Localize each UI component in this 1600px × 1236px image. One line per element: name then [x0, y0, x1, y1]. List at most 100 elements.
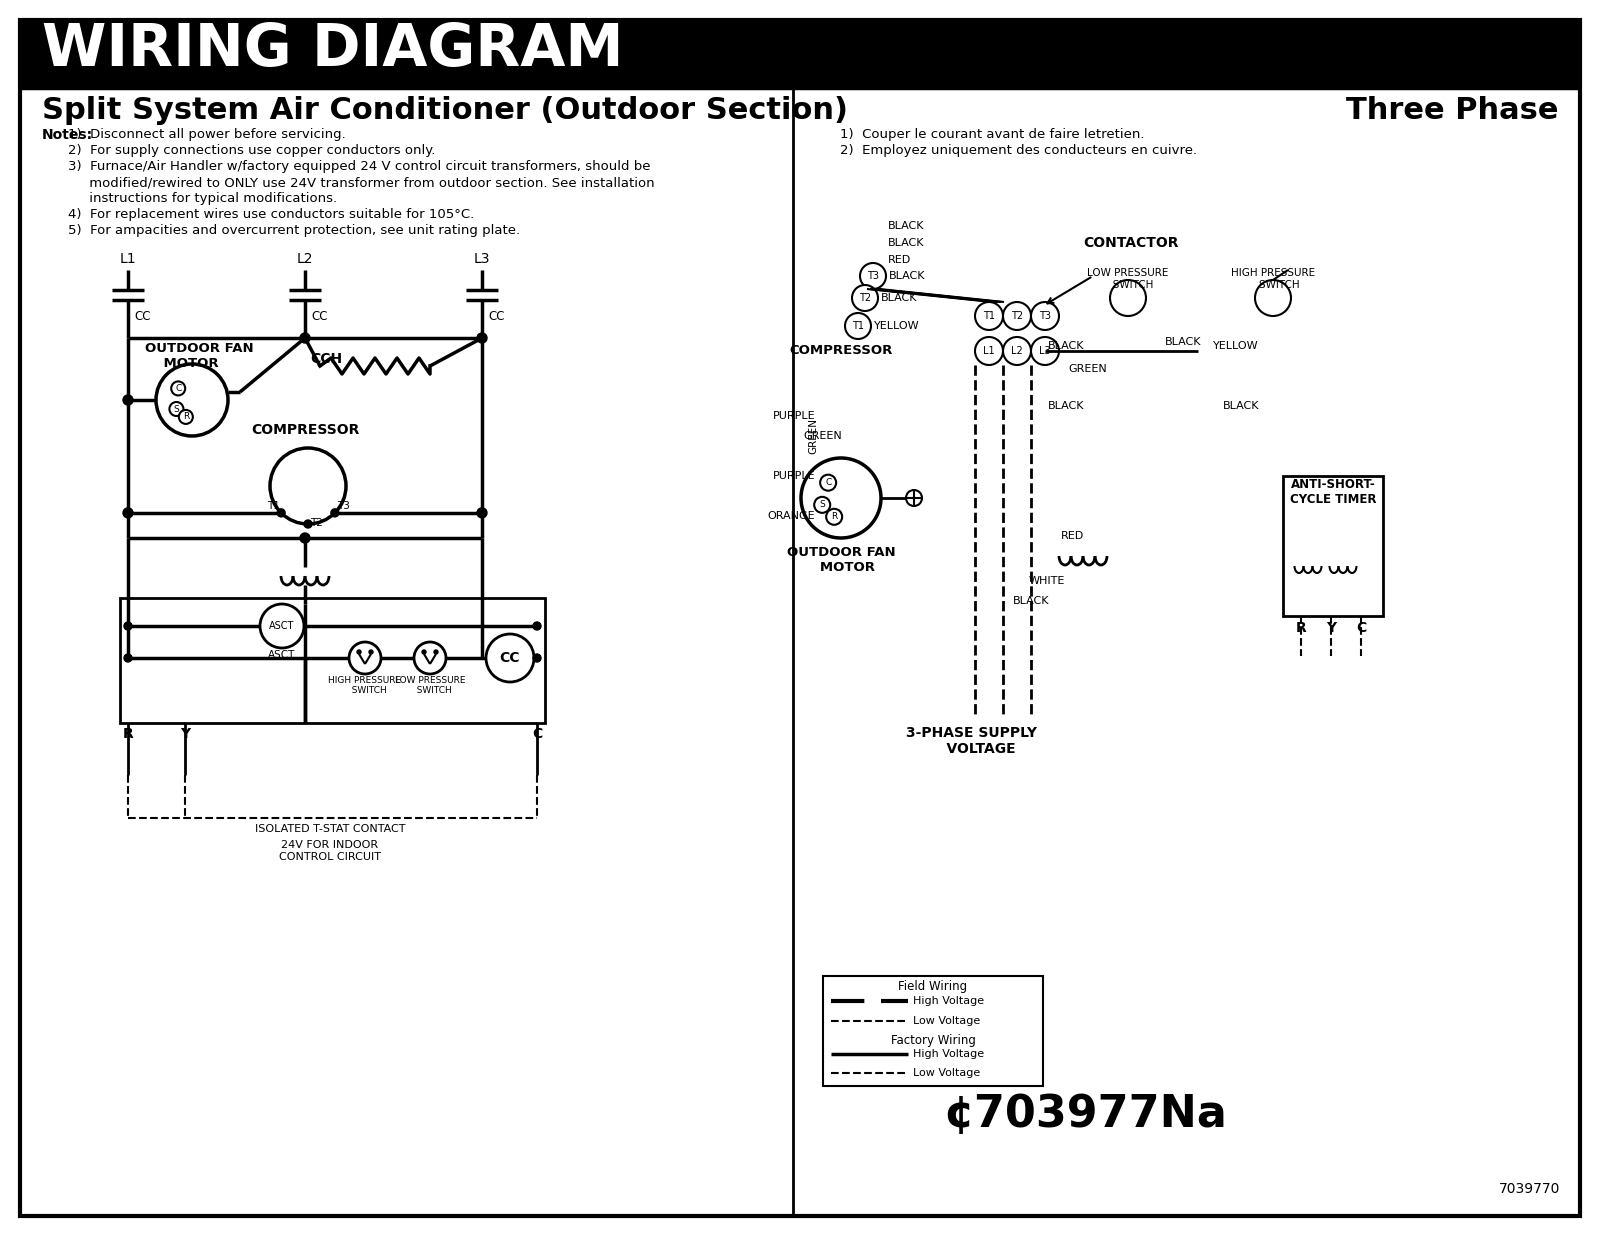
Text: C: C: [1355, 620, 1366, 635]
Text: ASCT: ASCT: [269, 620, 294, 632]
Circle shape: [1254, 281, 1291, 316]
Text: T3: T3: [1038, 311, 1051, 321]
Text: CC: CC: [499, 651, 520, 665]
Bar: [1283, 476, 1382, 616]
Text: OUTDOOR FAN
    MOTOR: OUTDOOR FAN MOTOR: [146, 342, 254, 370]
Text: HIGH PRESSURE
    SWITCH: HIGH PRESSURE SWITCH: [1230, 268, 1315, 289]
Text: T1: T1: [267, 501, 280, 510]
Circle shape: [845, 313, 870, 339]
Circle shape: [123, 508, 133, 518]
Circle shape: [125, 654, 131, 662]
Text: R: R: [123, 727, 133, 742]
Text: COMPRESSOR: COMPRESSOR: [251, 423, 358, 438]
Text: C: C: [826, 478, 832, 487]
Circle shape: [331, 509, 339, 517]
Circle shape: [170, 402, 184, 417]
Circle shape: [533, 622, 541, 630]
Circle shape: [270, 447, 346, 524]
Text: ASCT: ASCT: [269, 650, 296, 660]
Circle shape: [123, 396, 133, 405]
Text: ORANGE: ORANGE: [768, 510, 814, 522]
Circle shape: [906, 489, 922, 506]
Text: RED: RED: [888, 255, 912, 265]
Circle shape: [814, 497, 830, 513]
Circle shape: [1030, 302, 1059, 330]
Text: BLACK: BLACK: [890, 271, 925, 281]
Text: PURPLE: PURPLE: [773, 471, 814, 481]
Text: RED: RED: [1061, 531, 1085, 541]
Text: BLACK: BLACK: [888, 221, 925, 231]
Text: Low Voltage: Low Voltage: [914, 1016, 981, 1026]
Text: OUTDOOR FAN
   MOTOR: OUTDOOR FAN MOTOR: [787, 546, 896, 574]
Circle shape: [851, 286, 878, 311]
Text: PURPLE: PURPLE: [773, 412, 814, 421]
Text: WIRING DIAGRAM: WIRING DIAGRAM: [42, 21, 624, 78]
Text: High Voltage: High Voltage: [914, 1049, 984, 1059]
Text: T1: T1: [982, 311, 995, 321]
Text: 3-PHASE SUPPLY
    VOLTAGE: 3-PHASE SUPPLY VOLTAGE: [906, 726, 1037, 756]
Text: YELLOW: YELLOW: [874, 321, 920, 331]
Text: 1)  Disconnect all power before servicing.: 1) Disconnect all power before servicing…: [67, 129, 346, 141]
Text: LOW PRESSURE
   SWITCH: LOW PRESSURE SWITCH: [395, 676, 466, 696]
Text: Field Wiring: Field Wiring: [899, 980, 968, 993]
Text: CC: CC: [134, 309, 150, 323]
Circle shape: [533, 654, 541, 662]
Text: HIGH PRESSURE
   SWITCH: HIGH PRESSURE SWITCH: [328, 676, 402, 696]
Text: ANTI-SHORT-
CYCLE TIMER: ANTI-SHORT- CYCLE TIMER: [1290, 478, 1376, 506]
Circle shape: [179, 410, 194, 424]
Text: T1: T1: [851, 321, 864, 331]
Text: 7039770: 7039770: [1499, 1182, 1560, 1196]
Text: T3: T3: [338, 501, 350, 510]
Circle shape: [1003, 337, 1030, 365]
Text: CONTACTOR: CONTACTOR: [1083, 236, 1179, 250]
Text: Split System Air Conditioner (Outdoor Section): Split System Air Conditioner (Outdoor Se…: [42, 96, 848, 125]
Text: C: C: [174, 384, 181, 393]
Text: 2)  Employez uniquement des conducteurs en cuivre.: 2) Employez uniquement des conducteurs e…: [840, 145, 1197, 157]
Text: BLACK: BLACK: [888, 239, 925, 248]
Circle shape: [301, 533, 310, 543]
Text: WHITE: WHITE: [1029, 576, 1066, 586]
Circle shape: [125, 622, 131, 630]
Circle shape: [802, 459, 882, 538]
Text: YELLOW: YELLOW: [1213, 341, 1259, 351]
Text: T2: T2: [859, 293, 870, 303]
Circle shape: [157, 363, 229, 436]
Circle shape: [304, 520, 312, 528]
Text: Y: Y: [179, 727, 190, 742]
Text: GREEN: GREEN: [808, 418, 818, 454]
Text: S: S: [819, 501, 826, 509]
Circle shape: [861, 263, 886, 289]
Circle shape: [349, 641, 381, 674]
Text: 3)  Furnace/Air Handler w/factory equipped 24 V control circuit transformers, sh: 3) Furnace/Air Handler w/factory equippe…: [67, 159, 651, 173]
Circle shape: [974, 302, 1003, 330]
Text: Three Phase: Three Phase: [1346, 96, 1558, 125]
Circle shape: [1110, 281, 1146, 316]
Circle shape: [171, 382, 186, 396]
Text: LOW PRESSURE
   SWITCH: LOW PRESSURE SWITCH: [1088, 268, 1168, 289]
Circle shape: [414, 641, 446, 674]
Text: T2: T2: [1011, 311, 1022, 321]
Circle shape: [422, 650, 426, 654]
Text: Y: Y: [1326, 620, 1336, 635]
Text: CCH: CCH: [310, 352, 342, 366]
Text: ISOLATED T-STAT CONTACT: ISOLATED T-STAT CONTACT: [254, 824, 405, 834]
Text: GREEN: GREEN: [803, 431, 842, 441]
Bar: [19, 20, 1581, 88]
Text: T3: T3: [867, 271, 878, 281]
Text: 2)  For supply connections use copper conductors only.: 2) For supply connections use copper con…: [67, 145, 435, 157]
Text: BLACK: BLACK: [1013, 596, 1050, 606]
Circle shape: [301, 332, 310, 344]
Bar: [120, 598, 546, 723]
Text: L2: L2: [1011, 346, 1022, 356]
Circle shape: [434, 650, 438, 654]
Text: L3: L3: [474, 252, 490, 266]
Text: GREEN: GREEN: [1069, 363, 1107, 375]
Text: Notes:: Notes:: [42, 129, 93, 142]
Text: S: S: [173, 404, 179, 414]
Text: Low Voltage: Low Voltage: [914, 1068, 981, 1078]
Circle shape: [370, 650, 373, 654]
Text: L1: L1: [120, 252, 136, 266]
Circle shape: [1030, 337, 1059, 365]
Circle shape: [821, 475, 837, 491]
Text: T2: T2: [310, 518, 323, 528]
